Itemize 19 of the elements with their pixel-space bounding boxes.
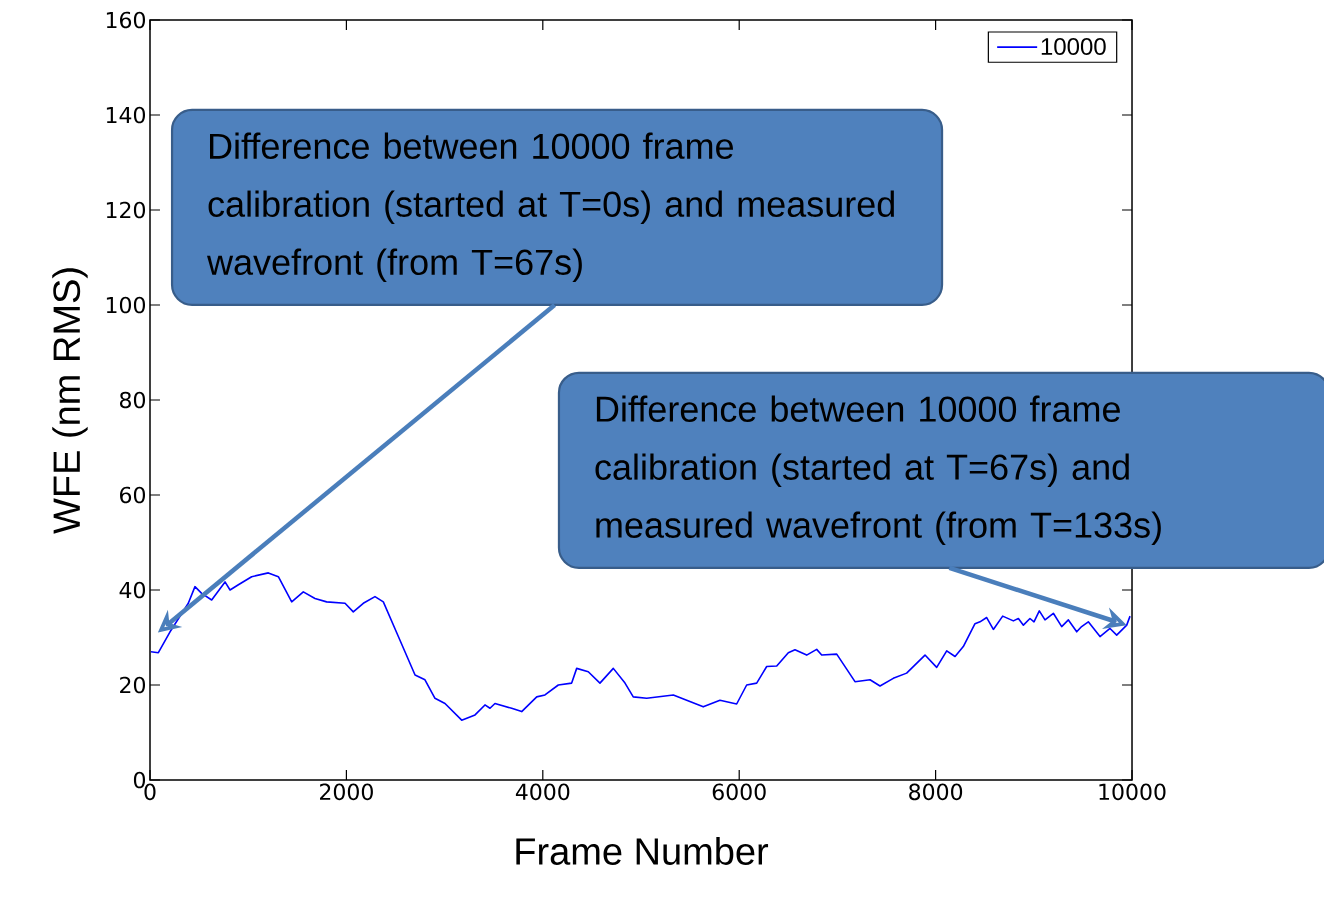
x-tick-label: 10000 (1099, 783, 1166, 801)
x-tick-label: 6000 (712, 783, 766, 801)
y-tick-label: 80 (119, 391, 146, 409)
x-tick-label: 4000 (515, 783, 570, 801)
y-tick-label: 40 (119, 581, 146, 599)
y-tick-label: 160 (106, 11, 145, 29)
x-tick-label: 2000 (320, 783, 373, 801)
annotation: Difference between 10000 frame calibration (started at T=0s) and measured wavefront (from T=67s) (207, 132, 894, 283)
x-tick-label: 8000 (909, 783, 963, 801)
x-axis-title: Frame Number (516, 837, 769, 865)
y-tick-label: 60 (120, 486, 146, 504)
y-tick-label: 140 (106, 106, 145, 124)
y-tick-label: 100 (106, 296, 145, 314)
legend-label: 10000 (1041, 37, 1106, 55)
y-tick-label: 0 (133, 771, 146, 789)
y-tick-label: 120 (106, 201, 145, 219)
y-axis-title: WFE (nm RMS) (52, 268, 88, 534)
y-tick-label: 20 (120, 676, 146, 694)
annotation: Difference between 10000 frame calibration (started at T=67s) and measured wavefront (from T=133s) (595, 395, 1161, 546)
